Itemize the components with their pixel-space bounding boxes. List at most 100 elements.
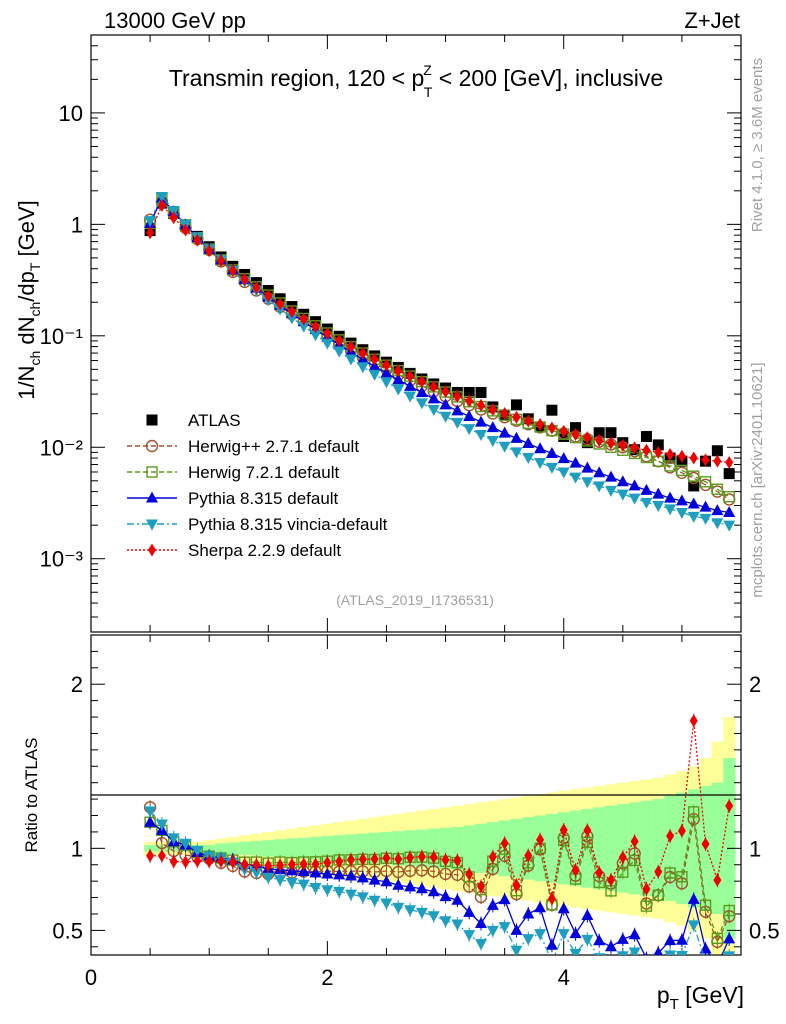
sherpa-2-2-9-default-ratio-point [323,856,332,870]
herwig-7-2-1-default-point [723,491,735,503]
sherpa-2-2-9-default-point [512,410,521,424]
sherpa-2-2-9-default-ratio-point [382,851,391,865]
pythia-8-315-vincia-default-point [593,481,606,493]
pythia-8-315-default-ratio-point [593,934,606,946]
ratio-inner-band [321,836,334,861]
atlas-point [711,445,723,457]
pythia-8-315-default-ratio-point [345,869,357,881]
pythia-8-315-vincia-default-ratio-point [427,911,440,923]
title-suffix: < 200 [GeV], inclusive [432,65,663,91]
sherpa-2-2-9-default-ratio-point [571,863,580,877]
pythia-8-315-vincia-default-point [522,452,535,464]
pythia-8-315-vincia-default-ratio-point [616,951,629,955]
pythia-8-315-vincia-default-ratio-point [404,905,417,917]
atlas-point [723,468,735,480]
x-axis-label: pT [GeV] [657,982,744,1013]
ratio-inner-band [356,833,370,864]
atlas-point [593,427,605,439]
pythia-8-315-vincia-default-ratio-point [711,971,723,982]
pythia-8-315-vincia-default-ratio-point [581,934,594,946]
pythia-8-315-default-ratio-point [699,942,712,954]
pythia-8-315-vincia-default-ratio-point [593,953,606,955]
sherpa-2-2-9-default-point [264,289,273,303]
main-axis-ticks: 10 1 10⁻¹ 10⁻² 10⁻³ [40,34,742,632]
herwig-7-2-1-default-point [676,464,688,477]
analysis-id-watermark: (ATLAS_2019_I1736531) [336,592,494,608]
ratio-inner-band [286,838,299,859]
energy-label: 13000 GeV pp [104,8,246,33]
legend-marker-pythia-8-315-vincia-default [146,519,158,531]
sherpa-2-2-9-default-point [453,389,462,403]
pythia-8-315-vincia-default-ratio-point [534,929,547,941]
pythia-8-315-default-point [593,466,606,478]
ratio-inner-band [309,836,322,860]
sherpa-2-2-9-default-ratio-point [347,853,355,867]
legend-label-herwig-7-2-1-default: Herwig 7.2.1 default [188,463,339,482]
sherpa-2-2-9-default-ratio-point [536,833,545,847]
pythia-8-315-vincia-default-point [321,338,334,350]
pythia-8-315-vincia-default-point [664,504,677,516]
sherpa-2-2-9-default-ratio-point [512,878,521,892]
sherpa-2-2-9-default-point [488,403,497,417]
title-subscript: T [424,84,433,100]
pythia-8-315-default-point [439,398,452,410]
pythia-8-315-vincia-default-ratio-point [274,875,287,887]
pythia-8-315-vincia-default-ratio-point [605,958,617,969]
sherpa-2-2-9-default-point [406,369,415,383]
pythia-8-315-default-point [723,505,736,517]
pythia-8-315-default-ratio-point [463,905,476,917]
pythia-8-315-default-ratio-point [569,927,582,939]
herwig-7-2-1-default-point [688,470,700,482]
pythia-8-315-vincia-default-point [486,435,499,447]
pythia-8-315-vincia-default-point [687,511,700,523]
main-y-tick-label: 10⁻² [40,435,83,460]
ratio-y-tick-label-right: 1 [749,836,761,861]
pythia-8-315-default-ratio-point [557,902,570,914]
atlas-point [463,386,475,398]
rivet-version-label: Rivet 4.1.0, ≥ 3.6M events [749,58,766,232]
sherpa-2-2-9-default-point [595,433,604,447]
sherpa-2-2-9-default-point [193,233,202,247]
herwig-7-2-1-default-ratio-point [723,904,735,917]
pythia-8-315-vincia-default-ratio-point [415,907,428,919]
ratio-inner-band [486,822,500,875]
ratio-inner-band [262,840,275,857]
legend-label-atlas: ATLAS [188,411,241,430]
title-prefix: Transmin region, 120 < p [169,65,424,91]
pythia-8-315-vincia-default-point [297,321,310,333]
sherpa-2-2-9-default-point [276,297,285,311]
herwig-2-7-1-default-ratio-point [427,865,440,878]
pythia-8-315-vincia-default-point [475,430,487,442]
sherpa-2-2-9-default-point [358,346,367,360]
pythia-8-315-default-point [569,456,582,468]
ratio-inner-band [144,845,157,852]
pythia-8-315-default-point [498,426,511,438]
pythia-8-315-vincia-default-point [427,405,440,417]
pythia-8-315-vincia-default-ratio-point [723,951,736,955]
ratio-inner-band [510,818,523,878]
sherpa-2-2-9-default-point [299,312,308,326]
sherpa-2-2-9-default-point [240,273,249,287]
pythia-8-315-default-ratio-point [675,933,688,945]
sherpa-2-2-9-default-point [725,455,734,469]
pythia-8-315-vincia-default-point [463,424,476,436]
sherpa-2-2-9-default-point [157,198,166,212]
pythia-8-315-vincia-default-ratio-point [144,806,157,818]
sherpa-2-2-9-default-point [347,340,355,354]
pythia-8-315-default-point [664,491,677,503]
pythia-8-315-default-point [463,409,476,421]
pythia-8-315-vincia-default-line [149,195,730,526]
main-y-tick-label: 10⁻³ [40,547,83,572]
pythia-8-315-vincia-default-point [616,489,629,501]
ratio-y-tick-label-left: 1 [71,836,83,861]
sherpa-2-2-9-default-point [536,418,545,432]
sherpa-2-2-9-default-ratio-point [276,858,285,872]
sherpa-2-2-9-default-point [311,320,320,334]
pythia-8-315-default-point [557,452,570,464]
pythia-8-315-vincia-default-point [628,493,641,505]
ratio-y-tick-label-right: 2 [749,672,761,697]
sherpa-2-2-9-default-point [689,451,698,465]
herwig-7-2-1-default-ratio-point [688,806,700,818]
herwig-7-2-1-default-ratio-point [676,871,688,883]
pythia-8-315-vincia-default-ratio-point [498,922,511,934]
